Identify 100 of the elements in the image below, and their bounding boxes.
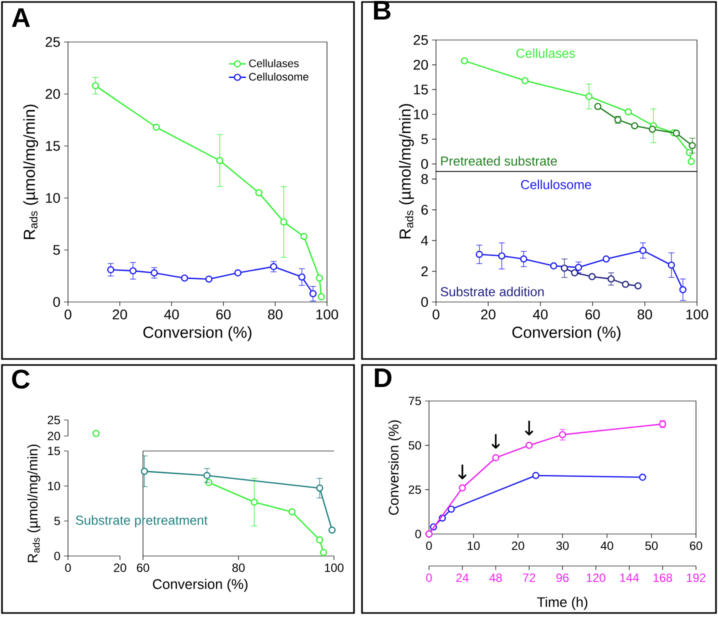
legend-label: Cellulosome — [249, 72, 308, 81]
y-tick-label: 10 — [48, 482, 60, 490]
y-tick-label: 0 — [54, 552, 60, 560]
point — [672, 130, 680, 137]
legend-label: Cellulases — [249, 59, 299, 68]
x-tick-label: 0 — [65, 564, 71, 572]
y-tick-label: 0 — [421, 297, 428, 307]
x-tick-label: 60 — [586, 310, 600, 320]
y-tick-label: 25 — [46, 37, 60, 47]
point — [594, 102, 602, 110]
point — [320, 548, 328, 556]
x-axis-title: Conversion (%) — [512, 326, 620, 342]
y-tick-label: 5 — [54, 516, 60, 526]
point — [521, 77, 529, 84]
x2-tick-label: 144 — [620, 574, 639, 582]
x-tick-label: 100 — [686, 310, 708, 320]
x-tick-label: 80 — [268, 310, 282, 320]
x-tick-label: 0 — [64, 310, 72, 320]
x2-tick-label: 120 — [586, 574, 606, 582]
annotation: ↓ — [458, 464, 467, 480]
y-axis-title: Conversion (%) — [388, 420, 402, 515]
point — [602, 255, 610, 263]
y-tick-label: 20 — [46, 89, 60, 99]
y-tick-label: 4 — [421, 236, 428, 246]
x-tick-label: 60 — [136, 564, 150, 572]
annotation: ↓ — [524, 420, 534, 436]
y-tick-label: 5 — [421, 134, 428, 144]
chart-title: C — [12, 370, 30, 389]
point — [205, 276, 212, 283]
series-label: Cellulases — [516, 48, 576, 58]
x-tick-label: 20 — [512, 542, 524, 550]
point — [588, 273, 596, 280]
chart-title: D — [374, 368, 392, 388]
point — [460, 57, 468, 64]
x-tick-label: 20 — [114, 564, 126, 572]
y-axis-title: R$_{ads}$ (µmol/mg/min) — [399, 104, 414, 238]
x-tick-label: 10 — [468, 542, 480, 550]
point — [448, 506, 455, 513]
y-tick-label: 0 — [421, 159, 428, 169]
y-tick-label: 15 — [46, 141, 60, 151]
point — [318, 293, 325, 300]
y-tick-label: 5 — [53, 245, 60, 255]
point — [634, 282, 642, 290]
point — [639, 474, 646, 481]
annotation: ↓ — [491, 434, 500, 449]
point — [255, 189, 262, 196]
y-tick-label: 50 — [408, 441, 422, 450]
x-tick-label: 40 — [532, 310, 548, 320]
y-tick-label: 8 — [421, 174, 428, 184]
text: Pretreated substrate — [441, 156, 557, 166]
y-tick-label: 75 — [408, 396, 421, 406]
y-tick-label: 25 — [408, 485, 421, 494]
point — [624, 108, 632, 116]
point — [316, 536, 324, 544]
point — [688, 158, 695, 166]
y-tick-label: 15 — [414, 84, 428, 94]
x2-tick-label: 24 — [456, 574, 469, 582]
y-tick-label: 10 — [414, 109, 428, 120]
point — [316, 274, 324, 282]
y-tick-label: 0 — [53, 297, 60, 307]
point — [532, 472, 540, 480]
y-tick-label: 2 — [421, 266, 428, 276]
y-tick-label: 25 — [48, 416, 60, 424]
y-tick-label: 0 — [415, 530, 422, 538]
point — [550, 262, 558, 270]
point — [328, 526, 336, 534]
x-tick-label: 40 — [600, 542, 614, 550]
x2-tick-label: 168 — [654, 574, 672, 582]
y-tick-label: 20 — [414, 60, 428, 70]
x-tick-label: 60 — [216, 310, 231, 320]
series-label: Substrate addition — [440, 286, 544, 296]
x2-tick-label: 192 — [686, 574, 706, 582]
point — [234, 269, 242, 276]
x-tick-label: 20 — [481, 310, 496, 320]
x-tick-label: 100 — [316, 310, 338, 320]
x-tick-label: 30 — [556, 542, 569, 550]
y-tick-label: 15 — [48, 446, 60, 456]
x2-tick-label: 96 — [556, 574, 569, 582]
x2-tick-label: 72 — [523, 574, 536, 582]
point — [288, 508, 296, 516]
x-tick-label: 100 — [324, 564, 344, 572]
x-tick-label: 40 — [164, 310, 179, 320]
point — [152, 124, 160, 131]
x-axis-title: Time (h) — [537, 596, 588, 610]
chart-title: A — [12, 8, 30, 27]
y-tick-label: 25 — [414, 35, 428, 45]
x-axis-title: Conversion (%) — [143, 326, 252, 342]
point — [648, 126, 656, 133]
point — [180, 274, 188, 282]
x-tick-label: 0 — [432, 310, 440, 320]
x-tick-label: 60 — [690, 542, 702, 550]
x-axis-title: Conversion (%) — [152, 578, 248, 592]
y-tick-label: 20 — [48, 432, 60, 440]
y-tick-label: 6 — [421, 204, 428, 215]
x-tick-label: 80 — [638, 310, 652, 320]
point — [622, 280, 630, 288]
x2-tick-label: 48 — [489, 574, 502, 582]
point — [300, 232, 308, 240]
x-tick-label: 80 — [232, 564, 245, 572]
point — [631, 122, 638, 130]
